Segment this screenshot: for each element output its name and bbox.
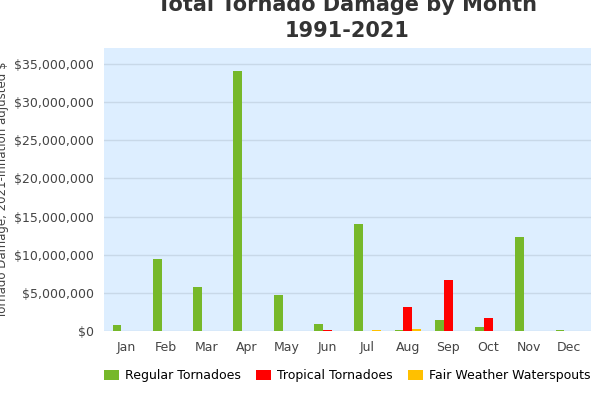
Bar: [234, 72, 242, 331]
Bar: [412, 329, 421, 331]
Title: Total Tornado Damage by Month
1991-2021: Total Tornado Damage by Month 1991-2021: [157, 0, 537, 41]
Bar: [395, 330, 403, 331]
Legend: Regular Tornadoes, Tropical Tornadoes, Fair Weather Waterspouts: Regular Tornadoes, Tropical Tornadoes, F…: [99, 364, 596, 387]
Bar: [354, 224, 363, 331]
Bar: [515, 237, 524, 331]
Bar: [153, 259, 162, 331]
Bar: [443, 280, 453, 331]
Bar: [556, 330, 564, 331]
Y-axis label: Tornado Damage, 2021-inflation adjusted $: Tornado Damage, 2021-inflation adjusted …: [0, 62, 9, 318]
Bar: [435, 320, 443, 331]
Bar: [314, 324, 323, 331]
Bar: [363, 330, 372, 331]
Bar: [475, 327, 484, 331]
Bar: [403, 307, 412, 331]
Bar: [484, 318, 493, 331]
Bar: [193, 287, 202, 331]
Bar: [113, 325, 121, 331]
Bar: [323, 330, 332, 331]
Bar: [372, 330, 381, 331]
Bar: [274, 295, 282, 331]
